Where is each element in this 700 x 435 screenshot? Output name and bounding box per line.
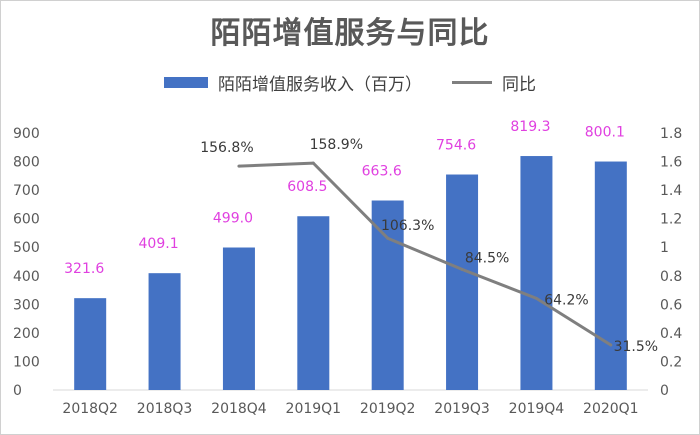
y-left-tick-label: 600 <box>13 212 40 228</box>
y-right-tick-label: 0.2 <box>660 354 682 370</box>
yoy-point <box>311 161 315 165</box>
bar-data-label: 819.3 <box>510 119 550 135</box>
y-left-tick-label: 900 <box>13 126 40 142</box>
y-left-tick-label: 700 <box>13 183 40 199</box>
bar <box>594 161 627 390</box>
bar <box>371 200 404 390</box>
y-right-tick-label: 0.6 <box>660 297 682 313</box>
y-left-tick-label: 0 <box>13 383 22 399</box>
legend-bar-swatch <box>164 77 208 88</box>
y-left-tick-label: 100 <box>13 354 40 370</box>
x-tick-label: 2019Q3 <box>434 401 490 417</box>
bar <box>520 156 553 390</box>
bar-data-label: 754.6 <box>436 138 476 154</box>
y-right-tick-label: 1 <box>660 240 669 256</box>
yoy-line <box>238 161 612 347</box>
bar-data-label: 321.6 <box>64 261 104 277</box>
x-tick-label: 2018Q4 <box>211 401 267 417</box>
x-tick-label: 2019Q2 <box>360 401 416 417</box>
yoy-point <box>386 236 390 240</box>
chart-title: 陌陌增值服务与同比 <box>210 16 490 51</box>
legend: 陌陌增值服务收入（百万） 同比 <box>0 70 700 95</box>
x-tick-label: 2018Q2 <box>62 401 118 417</box>
y-left-tick-label: 500 <box>13 240 40 256</box>
bar <box>297 216 330 390</box>
y-right-tick-label: 1.2 <box>660 212 682 228</box>
y-right-tick-label: 1.6 <box>660 155 682 171</box>
x-tick-label: 2018Q3 <box>137 401 193 417</box>
line-data-label: 156.8% <box>200 140 253 156</box>
bar <box>148 273 181 390</box>
line-data-label: 106.3% <box>381 218 434 234</box>
x-tick-label: 2019Q4 <box>509 401 565 417</box>
y-left-tick-label: 300 <box>13 297 40 313</box>
x-tick-label: 2020Q1 <box>583 401 639 417</box>
bar <box>222 247 255 390</box>
yoy-point <box>237 164 241 168</box>
line-data-label: 84.5% <box>465 250 509 266</box>
bar-data-label: 499.0 <box>213 211 253 227</box>
y-right-tick-label: 1.8 <box>660 126 682 142</box>
legend-line-swatch <box>452 81 492 84</box>
bar-data-label: 608.5 <box>287 179 327 195</box>
y-left-tick-label: 200 <box>13 326 40 342</box>
yoy-point <box>609 343 613 347</box>
bar-data-label: 409.1 <box>139 236 179 252</box>
x-tick-label: 2019Q1 <box>286 401 342 417</box>
y-right-tick-label: 0.8 <box>660 269 682 285</box>
bar <box>74 298 107 390</box>
bar-data-label: 800.1 <box>585 125 625 141</box>
yoy-point <box>534 296 538 300</box>
line-data-label: 31.5% <box>614 339 658 355</box>
bar-data-label: 663.6 <box>362 164 402 180</box>
yoy-point <box>460 267 464 271</box>
legend-bar-label: 陌陌增值服务收入（百万） <box>218 75 422 95</box>
line-data-label: 158.9% <box>310 137 363 153</box>
legend-line-label: 同比 <box>502 75 536 95</box>
bar <box>446 174 479 390</box>
y-right-tick-label: 0.4 <box>660 326 682 342</box>
y-left-tick-label: 400 <box>13 269 40 285</box>
y-right-tick-label: 1.4 <box>660 183 682 199</box>
y-right-tick-label: 0 <box>660 383 669 399</box>
line-data-label: 64.2% <box>544 292 588 308</box>
y-left-tick-label: 800 <box>13 155 40 171</box>
